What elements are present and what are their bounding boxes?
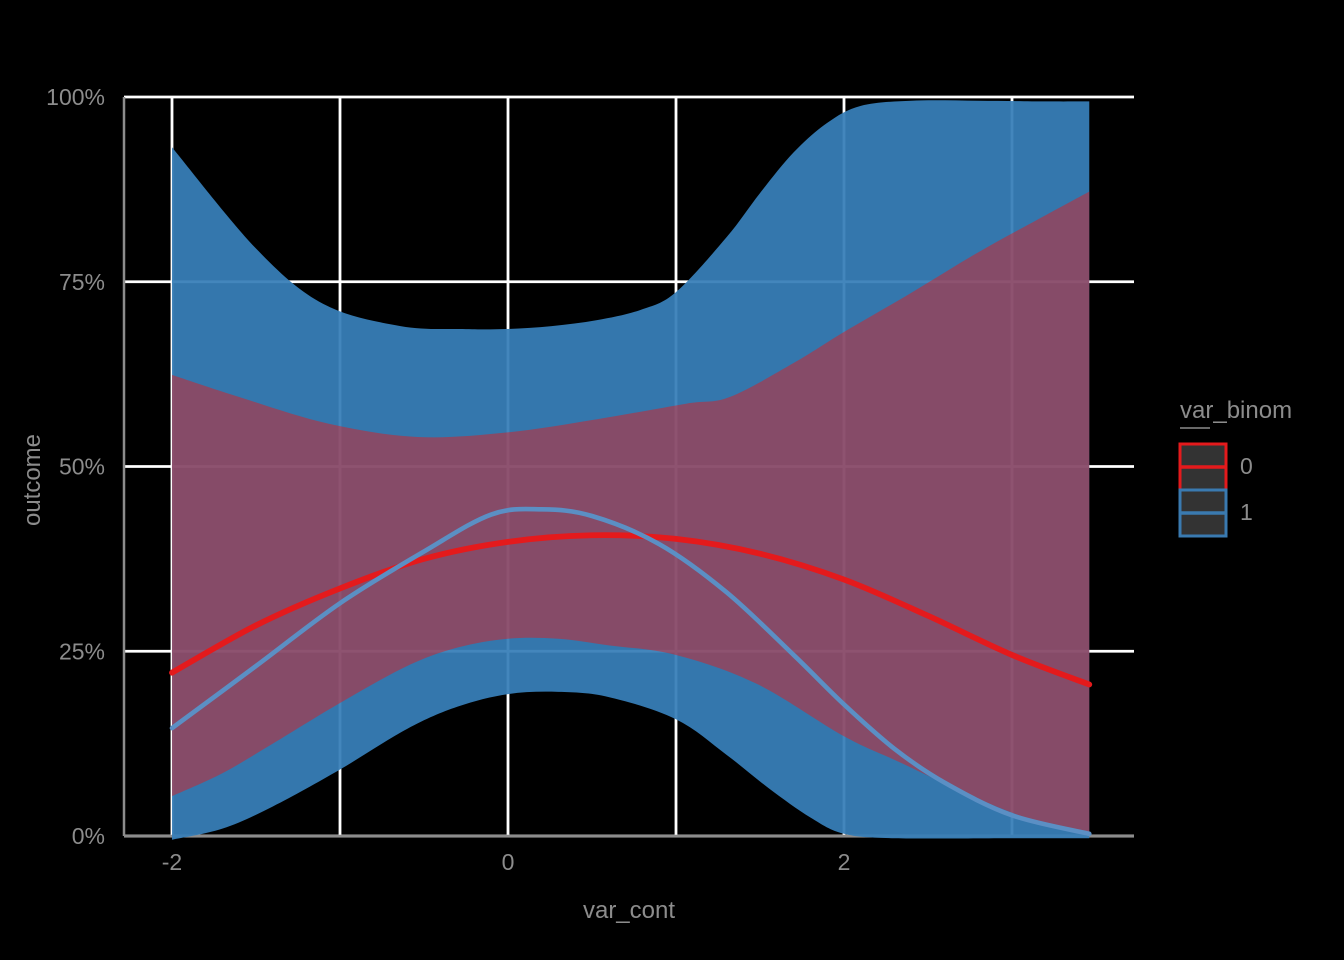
svg-text:outcome: outcome xyxy=(19,434,46,526)
svg-text:50%: 50% xyxy=(59,454,105,480)
svg-text:var_cont: var_cont xyxy=(583,897,675,924)
svg-text:0: 0 xyxy=(502,849,515,875)
svg-text:0: 0 xyxy=(1240,453,1253,479)
svg-text:2: 2 xyxy=(838,849,851,875)
svg-text:75%: 75% xyxy=(59,269,105,295)
svg-text:0%: 0% xyxy=(72,823,105,849)
svg-text:-2: -2 xyxy=(162,849,182,875)
svg-text:25%: 25% xyxy=(59,638,105,664)
svg-text:1: 1 xyxy=(1240,499,1253,525)
svg-text:100%: 100% xyxy=(46,84,105,110)
svg-text:var_binom: var_binom xyxy=(1180,397,1292,424)
